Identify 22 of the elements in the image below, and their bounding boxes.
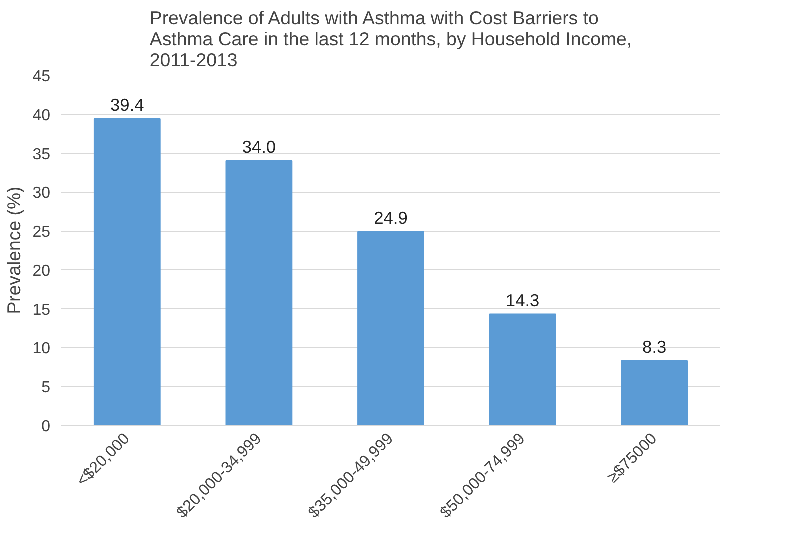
bar [94,118,161,426]
y-tick-label: 25 [32,224,51,242]
y-tick-label: 5 [42,380,51,397]
data-label: 39.4 [110,95,145,116]
data-label: 14.3 [506,290,540,310]
bar [226,160,293,426]
y-tick-label: 10 [32,340,51,358]
y-tick-label: 30 [32,185,51,202]
bar [489,314,556,426]
bar [358,231,424,426]
bar [621,360,688,426]
y-tick-label: 15 [32,302,51,319]
chart-title: Prevalence of Adults with Asthma with Cost Barriers to Asthma Care in the last 12 months, by Household Income, 2011-2013 [150,8,632,70]
y-tick-label: 0 [42,418,51,436]
y-tick-label: 45 [32,68,51,86]
y-tick-label: 40 [32,107,51,124]
y-axis-title: Prevalence (%) [4,186,25,314]
data-label: 24.9 [374,208,408,228]
data-label: 34.0 [242,137,276,158]
y-tick-label: 20 [32,262,51,280]
y-tick-label: 35 [32,146,51,164]
data-label: 8.3 [642,336,667,357]
